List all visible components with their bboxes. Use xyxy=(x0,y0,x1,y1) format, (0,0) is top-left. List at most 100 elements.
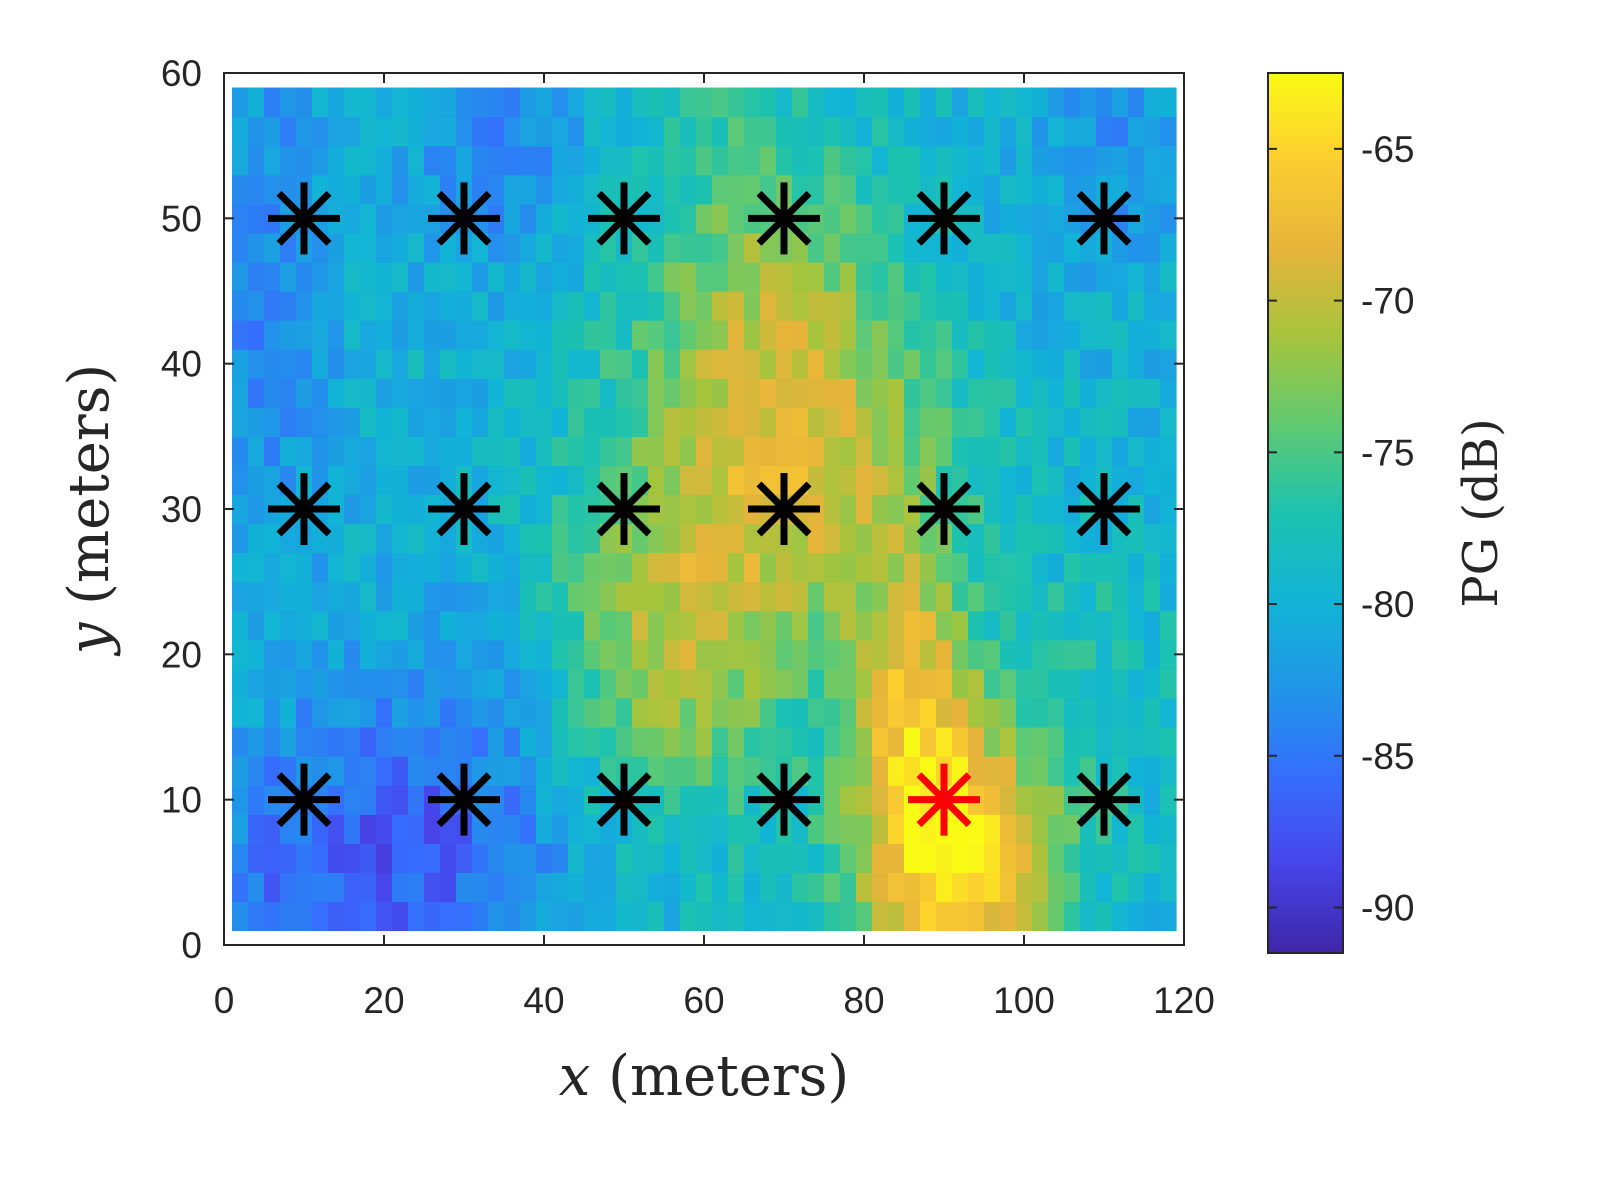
heatmap-cell xyxy=(1080,697,1097,728)
heatmap-cell xyxy=(632,581,649,612)
heatmap-cell xyxy=(280,407,297,437)
heatmap-cell xyxy=(376,320,393,350)
heatmap-cell xyxy=(424,727,441,757)
heatmap-cell xyxy=(616,668,633,699)
heatmap-cell xyxy=(568,174,585,205)
heatmap-cell xyxy=(232,610,249,641)
heatmap-cell xyxy=(312,727,329,757)
heatmap-cell xyxy=(376,901,393,932)
heatmap-cell xyxy=(360,785,377,815)
heatmap-cell xyxy=(888,203,905,234)
heatmap-cell xyxy=(424,87,441,118)
heatmap-cell xyxy=(296,378,313,408)
x-tick-label: 40 xyxy=(523,980,564,1021)
heatmap-cell xyxy=(424,610,441,641)
heatmap-cell xyxy=(872,203,889,234)
heatmap-cell xyxy=(1000,843,1017,873)
heatmap-cell xyxy=(1064,320,1081,350)
heatmap-cell xyxy=(920,668,937,699)
heatmap-cell xyxy=(408,174,425,205)
heatmap-cell xyxy=(1016,552,1033,583)
heatmap-cell xyxy=(888,785,905,815)
heatmap-cell xyxy=(1160,523,1177,554)
heatmap-cell xyxy=(376,407,393,437)
y-tick-label: 30 xyxy=(161,489,202,530)
heatmap-cell xyxy=(728,901,745,932)
heatmap-cell xyxy=(776,668,793,699)
heatmap-cell xyxy=(664,349,681,379)
heatmap-cell xyxy=(824,785,841,815)
heatmap-cell xyxy=(1112,320,1129,350)
heatmap-cell xyxy=(712,174,729,205)
heatmap-cell xyxy=(1016,610,1033,641)
heatmap-cell xyxy=(392,756,409,786)
heatmap-cell xyxy=(872,581,889,612)
heatmap-cell xyxy=(472,727,489,757)
heatmap-cell xyxy=(1016,581,1033,612)
heatmap-cell xyxy=(1144,436,1161,466)
heatmap-cell xyxy=(408,552,425,583)
heatmap-cell xyxy=(856,901,873,932)
heatmap-cell xyxy=(504,174,521,205)
heatmap-cell xyxy=(856,610,873,641)
heatmap-cell xyxy=(568,785,585,815)
heatmap-cell xyxy=(1144,727,1161,757)
heatmap-cells xyxy=(232,87,1177,932)
heatmap-cell xyxy=(616,320,633,350)
heatmap-cell xyxy=(264,697,281,728)
heatmap-cell xyxy=(232,581,249,612)
heatmap-cell xyxy=(376,203,393,234)
heatmap-cell xyxy=(376,523,393,554)
heatmap-cell xyxy=(376,552,393,583)
heatmap-cell xyxy=(856,465,873,496)
heatmap-cell xyxy=(360,174,377,205)
heatmap-cell xyxy=(1000,378,1017,408)
heatmap-cell xyxy=(1016,727,1033,757)
heatmap-cell xyxy=(696,727,713,757)
heatmap-cell xyxy=(488,145,505,176)
heatmap-cell xyxy=(312,843,329,873)
heatmap-cell xyxy=(1032,174,1049,205)
heatmap-cell xyxy=(696,523,713,554)
heatmap-cell xyxy=(568,581,585,612)
heatmap-cell xyxy=(488,523,505,554)
heatmap-cell xyxy=(1144,116,1161,147)
heatmap-cell xyxy=(872,639,889,670)
heatmap-cell xyxy=(680,203,697,234)
heatmap-cell xyxy=(424,261,441,292)
heatmap-cell xyxy=(856,494,873,525)
heatmap-cell xyxy=(232,901,249,932)
heatmap-cell xyxy=(520,668,537,699)
heatmap-cell xyxy=(1000,203,1017,234)
heatmap-cell xyxy=(792,872,809,902)
heatmap-cell xyxy=(456,901,473,932)
heatmap-cell xyxy=(840,668,857,699)
heatmap-cell xyxy=(280,436,297,466)
heatmap-cell xyxy=(472,116,489,147)
heatmap-cell xyxy=(856,291,873,321)
heatmap-cell xyxy=(584,116,601,147)
heatmap-cell xyxy=(536,756,553,786)
heatmap-cell xyxy=(280,843,297,873)
heatmap-cell xyxy=(1064,872,1081,902)
colorbar-tick-label: -65 xyxy=(1361,129,1414,170)
heatmap-cell xyxy=(1032,349,1049,379)
heatmap-cell xyxy=(328,727,345,757)
heatmap-cell xyxy=(360,407,377,437)
heatmap-cell xyxy=(392,610,409,641)
heatmap-cell xyxy=(552,872,569,902)
heatmap-cell xyxy=(856,581,873,612)
heatmap-cell xyxy=(1112,407,1129,437)
heatmap-cell xyxy=(344,407,361,437)
heatmap-cell xyxy=(680,552,697,583)
heatmap-cell xyxy=(1160,378,1177,408)
heatmap-cell xyxy=(888,320,905,350)
heatmap-cell xyxy=(632,843,649,873)
heatmap-cell xyxy=(456,261,473,292)
heatmap-cell xyxy=(584,174,601,205)
x-tick-label: 20 xyxy=(363,980,404,1021)
heatmap-cell xyxy=(376,814,393,844)
heatmap-cell xyxy=(248,87,265,118)
heatmap-cell xyxy=(1160,494,1177,525)
heatmap-cell xyxy=(728,494,745,525)
